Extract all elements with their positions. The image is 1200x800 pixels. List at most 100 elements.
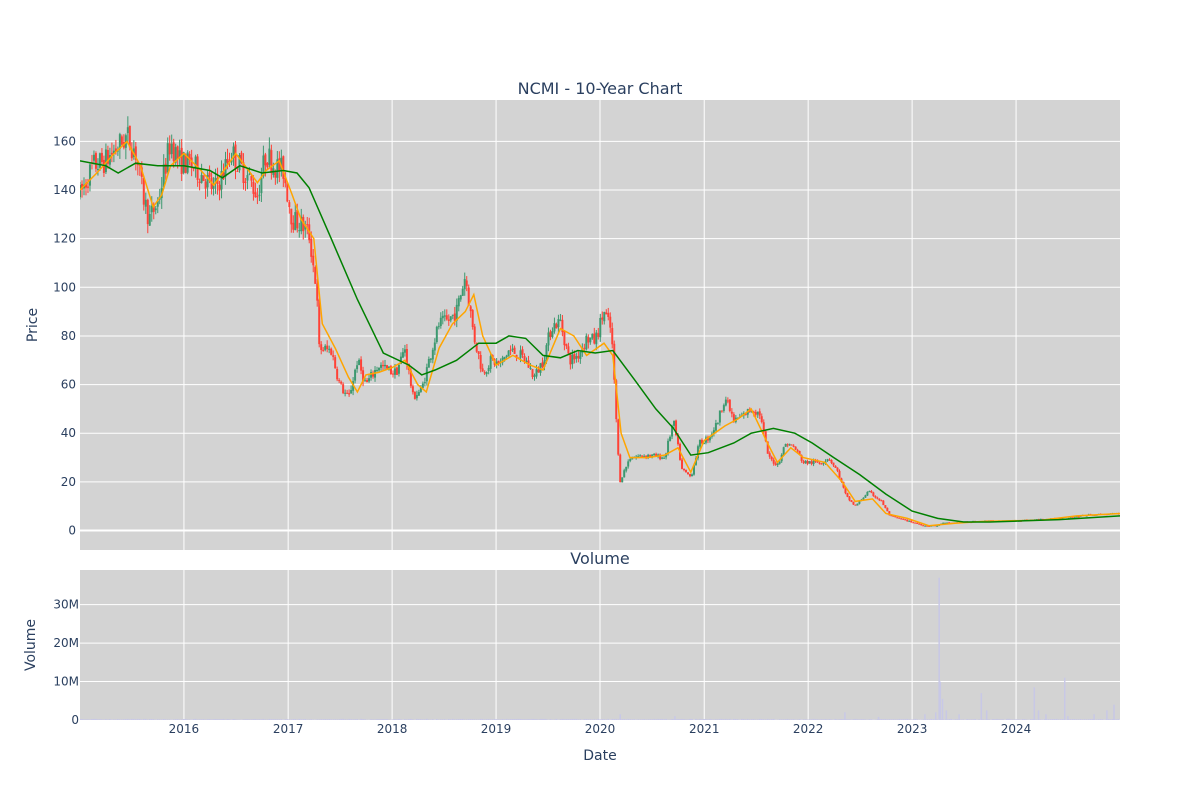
volume-bar-71 <box>220 719 223 720</box>
volume-bar-521 <box>1117 718 1120 720</box>
candle-body-135 <box>348 393 351 395</box>
volume-bar-425 <box>926 719 929 720</box>
candle-body-265 <box>607 312 610 317</box>
volume-bar-119 <box>316 719 319 720</box>
candle-body-169 <box>415 395 418 399</box>
volume-bar-374 <box>824 719 827 720</box>
candle-body-86 <box>250 175 253 181</box>
candle-body-143 <box>364 380 367 382</box>
candle-body-410 <box>896 517 899 519</box>
candle-body-110 <box>298 230 301 232</box>
candle-body-244 <box>565 344 568 347</box>
candle-body-87 <box>252 181 255 194</box>
volume-bar-468 <box>1011 719 1014 720</box>
volume-bar-9 <box>96 719 99 720</box>
volume-bar-408 <box>892 719 895 720</box>
volume-bar-513 <box>1101 719 1104 720</box>
volume-bar-213 <box>503 719 506 720</box>
volume-bar-316 <box>708 718 711 720</box>
volume-title: Volume <box>570 549 630 568</box>
volume-bar-82 <box>242 719 245 720</box>
candle-body-334 <box>744 413 747 415</box>
volume-bar-447 <box>970 719 973 720</box>
candle-body-249 <box>575 356 578 359</box>
volume-bar-290 <box>657 718 660 720</box>
candle-body-273 <box>623 470 626 478</box>
candle-body-348 <box>772 459 775 464</box>
candle-body-95 <box>268 148 271 165</box>
candle-body-433 <box>942 522 945 524</box>
volume-bar-108 <box>294 719 297 720</box>
candle-body-93 <box>264 154 267 166</box>
candle-body-354 <box>784 444 787 447</box>
volume-bar-175 <box>427 719 430 720</box>
volume-bar-96 <box>270 719 273 720</box>
volume-bar-463 <box>1001 719 1004 720</box>
moving-average-line-1 <box>80 160 1120 523</box>
candle-body-411 <box>898 517 901 519</box>
volume-bar-154 <box>385 719 388 720</box>
candle-body-418 <box>912 522 915 524</box>
candle-body-16 <box>110 152 113 155</box>
candle-body-260 <box>597 333 600 337</box>
volume-bar-243 <box>563 719 566 720</box>
volume-bar-18 <box>114 719 117 720</box>
candle-body-199 <box>475 342 478 352</box>
volume-bar-97 <box>272 719 275 720</box>
candle-body-375 <box>826 459 829 461</box>
candle-body-305 <box>686 472 689 475</box>
candle-body-127 <box>332 355 335 357</box>
volume-bar-210 <box>497 719 500 720</box>
volume-bar-448 <box>972 719 975 720</box>
volume-bar-420 <box>916 719 919 720</box>
volume-bar-224 <box>525 719 528 720</box>
volume-bar-435 <box>946 719 949 720</box>
volume-bar-272 <box>621 719 624 720</box>
volume-bar-409 <box>894 719 897 720</box>
volume-bar-294 <box>665 718 668 720</box>
volume-bar-477 <box>1029 719 1032 720</box>
volume-bar-274 <box>625 719 628 720</box>
x-tick: 2022 <box>793 722 824 736</box>
volume-bar-204 <box>485 719 488 720</box>
candle-body-499 <box>1073 516 1076 518</box>
candle-body-285 <box>647 454 650 458</box>
volume-bar-241 <box>559 719 562 720</box>
candle-body-224 <box>525 360 528 362</box>
candle-body-240 <box>557 319 560 328</box>
candle-body-414 <box>904 519 907 521</box>
candle-body-26 <box>130 149 133 159</box>
candle-body-359 <box>794 446 797 450</box>
volume-bar-341 <box>758 718 761 720</box>
volume-bar-299 <box>675 719 678 720</box>
candle-body-99 <box>276 159 279 178</box>
candle-body-340 <box>756 411 759 415</box>
candle-body-45 <box>168 143 171 155</box>
candle-body-25 <box>128 125 131 148</box>
candle-body-389 <box>854 504 857 506</box>
volume-spike-3 <box>877 716 880 720</box>
volume-spike-14 <box>1037 710 1040 720</box>
candle-body-85 <box>248 173 251 175</box>
volume-bar-109 <box>296 719 299 720</box>
candle-body-167 <box>411 386 414 393</box>
volume-bar-502 <box>1079 719 1082 720</box>
candle-body-42 <box>162 164 165 188</box>
volume-bar-404 <box>884 719 887 720</box>
volume-bar-344 <box>764 719 767 720</box>
volume-bar-385 <box>846 719 849 720</box>
candle-body-268 <box>613 343 616 380</box>
candle-body-159 <box>395 367 398 375</box>
candle-body-351 <box>778 461 781 464</box>
price-y-tick: 160 <box>53 134 76 148</box>
volume-bar-90 <box>258 719 261 720</box>
volume-bar-284 <box>645 719 648 720</box>
candle-body-134 <box>346 392 349 394</box>
volume-bar-471 <box>1017 719 1020 720</box>
volume-bar-55 <box>188 719 191 720</box>
candle-body-37 <box>152 204 155 212</box>
volume-spike-9 <box>945 710 948 720</box>
candle-body-176 <box>429 358 432 360</box>
volume-bar-335 <box>746 718 749 720</box>
volume-bar-389 <box>854 718 857 720</box>
